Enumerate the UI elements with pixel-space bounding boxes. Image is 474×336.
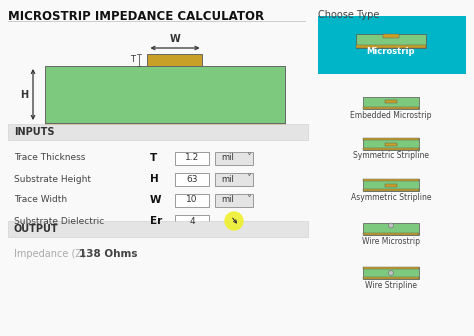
Text: T: T bbox=[150, 153, 157, 163]
Bar bbox=[215, 194, 253, 207]
Bar bbox=[363, 179, 419, 181]
Bar bbox=[363, 267, 419, 279]
Text: T: T bbox=[130, 55, 136, 65]
Bar bbox=[318, 16, 466, 74]
Text: 138 Ohms: 138 Ohms bbox=[79, 249, 137, 259]
Text: Symmetric Stripline: Symmetric Stripline bbox=[353, 152, 429, 161]
Text: mil: mil bbox=[221, 174, 234, 183]
Text: W: W bbox=[150, 195, 162, 205]
Bar bbox=[356, 34, 426, 48]
Text: ˅: ˅ bbox=[246, 174, 251, 184]
Text: W: W bbox=[170, 34, 181, 44]
Bar bbox=[363, 179, 419, 191]
Bar bbox=[363, 148, 419, 150]
Bar bbox=[363, 233, 419, 235]
Bar bbox=[363, 267, 419, 269]
Text: 10: 10 bbox=[186, 196, 198, 205]
Text: 4: 4 bbox=[189, 216, 195, 225]
Text: Substrate Height: Substrate Height bbox=[14, 174, 91, 183]
Text: Impedance (Z):: Impedance (Z): bbox=[14, 249, 92, 259]
Bar bbox=[363, 223, 419, 235]
Bar bbox=[363, 107, 419, 109]
Bar bbox=[8, 124, 308, 140]
Bar bbox=[175, 152, 209, 165]
Bar bbox=[363, 97, 419, 109]
Bar bbox=[147, 54, 202, 66]
Text: Substrate Dielectric: Substrate Dielectric bbox=[14, 216, 104, 225]
Bar bbox=[383, 34, 399, 38]
Bar bbox=[363, 138, 419, 140]
Bar bbox=[8, 221, 308, 237]
Text: mil: mil bbox=[221, 154, 234, 163]
Bar bbox=[215, 152, 253, 165]
Text: Asymmetric Stripline: Asymmetric Stripline bbox=[351, 193, 431, 202]
Bar bbox=[385, 100, 397, 103]
Text: Wire Stripline: Wire Stripline bbox=[365, 281, 417, 290]
Text: OUTPUT: OUTPUT bbox=[14, 224, 59, 234]
Text: INPUTS: INPUTS bbox=[14, 127, 55, 137]
Bar bbox=[45, 66, 285, 131]
Text: Choose Type: Choose Type bbox=[318, 10, 379, 20]
Text: 63: 63 bbox=[186, 174, 198, 183]
Circle shape bbox=[225, 212, 243, 230]
Bar bbox=[356, 45, 426, 48]
Text: 1.2: 1.2 bbox=[185, 154, 199, 163]
Bar bbox=[175, 214, 209, 227]
Text: Er: Er bbox=[150, 216, 162, 226]
Text: H: H bbox=[20, 89, 28, 99]
Text: MICROSTRIP IMPEDANCE CALCULATOR: MICROSTRIP IMPEDANCE CALCULATOR bbox=[8, 10, 264, 23]
Bar bbox=[175, 172, 209, 185]
Bar bbox=[363, 277, 419, 279]
Text: Trace Width: Trace Width bbox=[14, 196, 67, 205]
Text: H: H bbox=[150, 174, 159, 184]
Text: ˅: ˅ bbox=[246, 195, 251, 205]
Bar bbox=[215, 172, 253, 185]
Text: Embedded Microstrip: Embedded Microstrip bbox=[350, 111, 432, 120]
Text: Wire Microstrip: Wire Microstrip bbox=[362, 237, 420, 246]
Circle shape bbox=[389, 270, 393, 276]
Text: ˅: ˅ bbox=[246, 153, 251, 163]
Text: mil: mil bbox=[221, 196, 234, 205]
Circle shape bbox=[389, 223, 393, 228]
Bar bbox=[385, 142, 397, 145]
Bar bbox=[385, 184, 397, 187]
Bar bbox=[363, 138, 419, 150]
Bar bbox=[45, 123, 285, 131]
Bar bbox=[175, 194, 209, 207]
Bar bbox=[363, 189, 419, 191]
Text: Microstrip: Microstrip bbox=[367, 46, 415, 55]
Text: Trace Thickness: Trace Thickness bbox=[14, 154, 85, 163]
